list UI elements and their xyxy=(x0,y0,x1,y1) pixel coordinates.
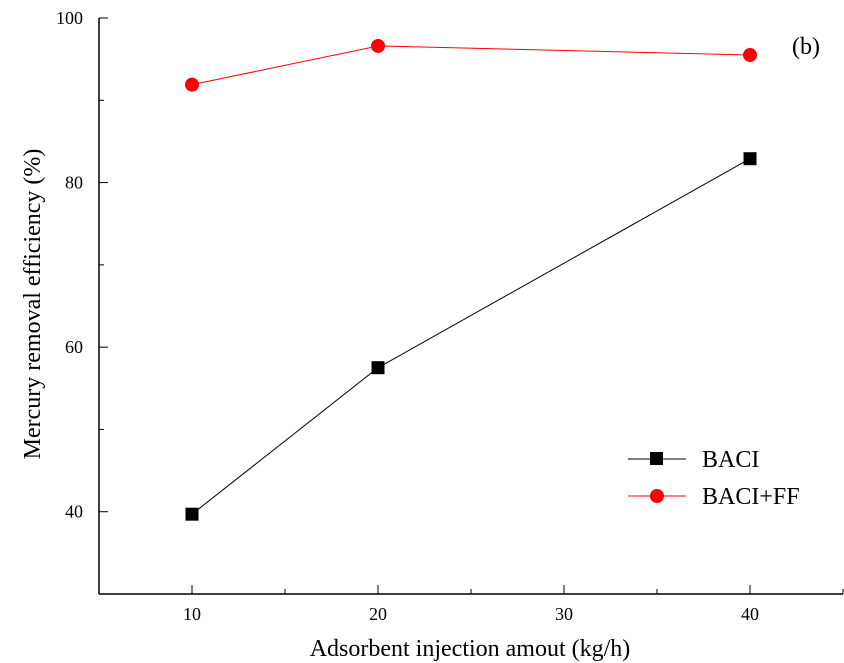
x-tick-label: 10 xyxy=(183,604,201,624)
x-tick-label: 20 xyxy=(369,604,387,624)
y-tick-label: 60 xyxy=(65,337,83,357)
panel-label: (b) xyxy=(792,34,820,60)
data-point-baci-ff xyxy=(743,48,757,63)
x-axis-label: Adsorbent injection amout (kg/h) xyxy=(310,636,631,662)
data-point-baci xyxy=(185,507,199,521)
legend-label-baci: BACI xyxy=(702,447,759,473)
legend-marker-baci-ff xyxy=(650,489,664,503)
series-line-baci xyxy=(191,158,751,515)
x-axis: 10 20 30 40 xyxy=(98,585,844,624)
x-tick-label: 30 xyxy=(555,604,573,624)
legend-marker-baci xyxy=(650,452,663,465)
legend: BACI BACI+FF xyxy=(628,447,800,510)
legend-label-baci-ff: BACI+FF xyxy=(702,484,800,510)
data-point-baci xyxy=(743,152,757,166)
y-tick-label: 40 xyxy=(65,502,83,522)
series-line-baci-ff xyxy=(191,45,751,86)
y-tick-label: 80 xyxy=(65,173,83,193)
data-point-baci xyxy=(371,361,385,375)
y-tick-label: 100 xyxy=(56,8,83,28)
x-tick-label: 40 xyxy=(741,604,759,624)
data-point-baci-ff xyxy=(371,38,385,53)
data-point-baci-ff xyxy=(185,77,199,92)
y-axis: 40 60 80 100 xyxy=(56,8,108,595)
series-layer xyxy=(185,38,757,521)
y-axis-label: Mercury removal efficiency (%) xyxy=(20,149,46,460)
